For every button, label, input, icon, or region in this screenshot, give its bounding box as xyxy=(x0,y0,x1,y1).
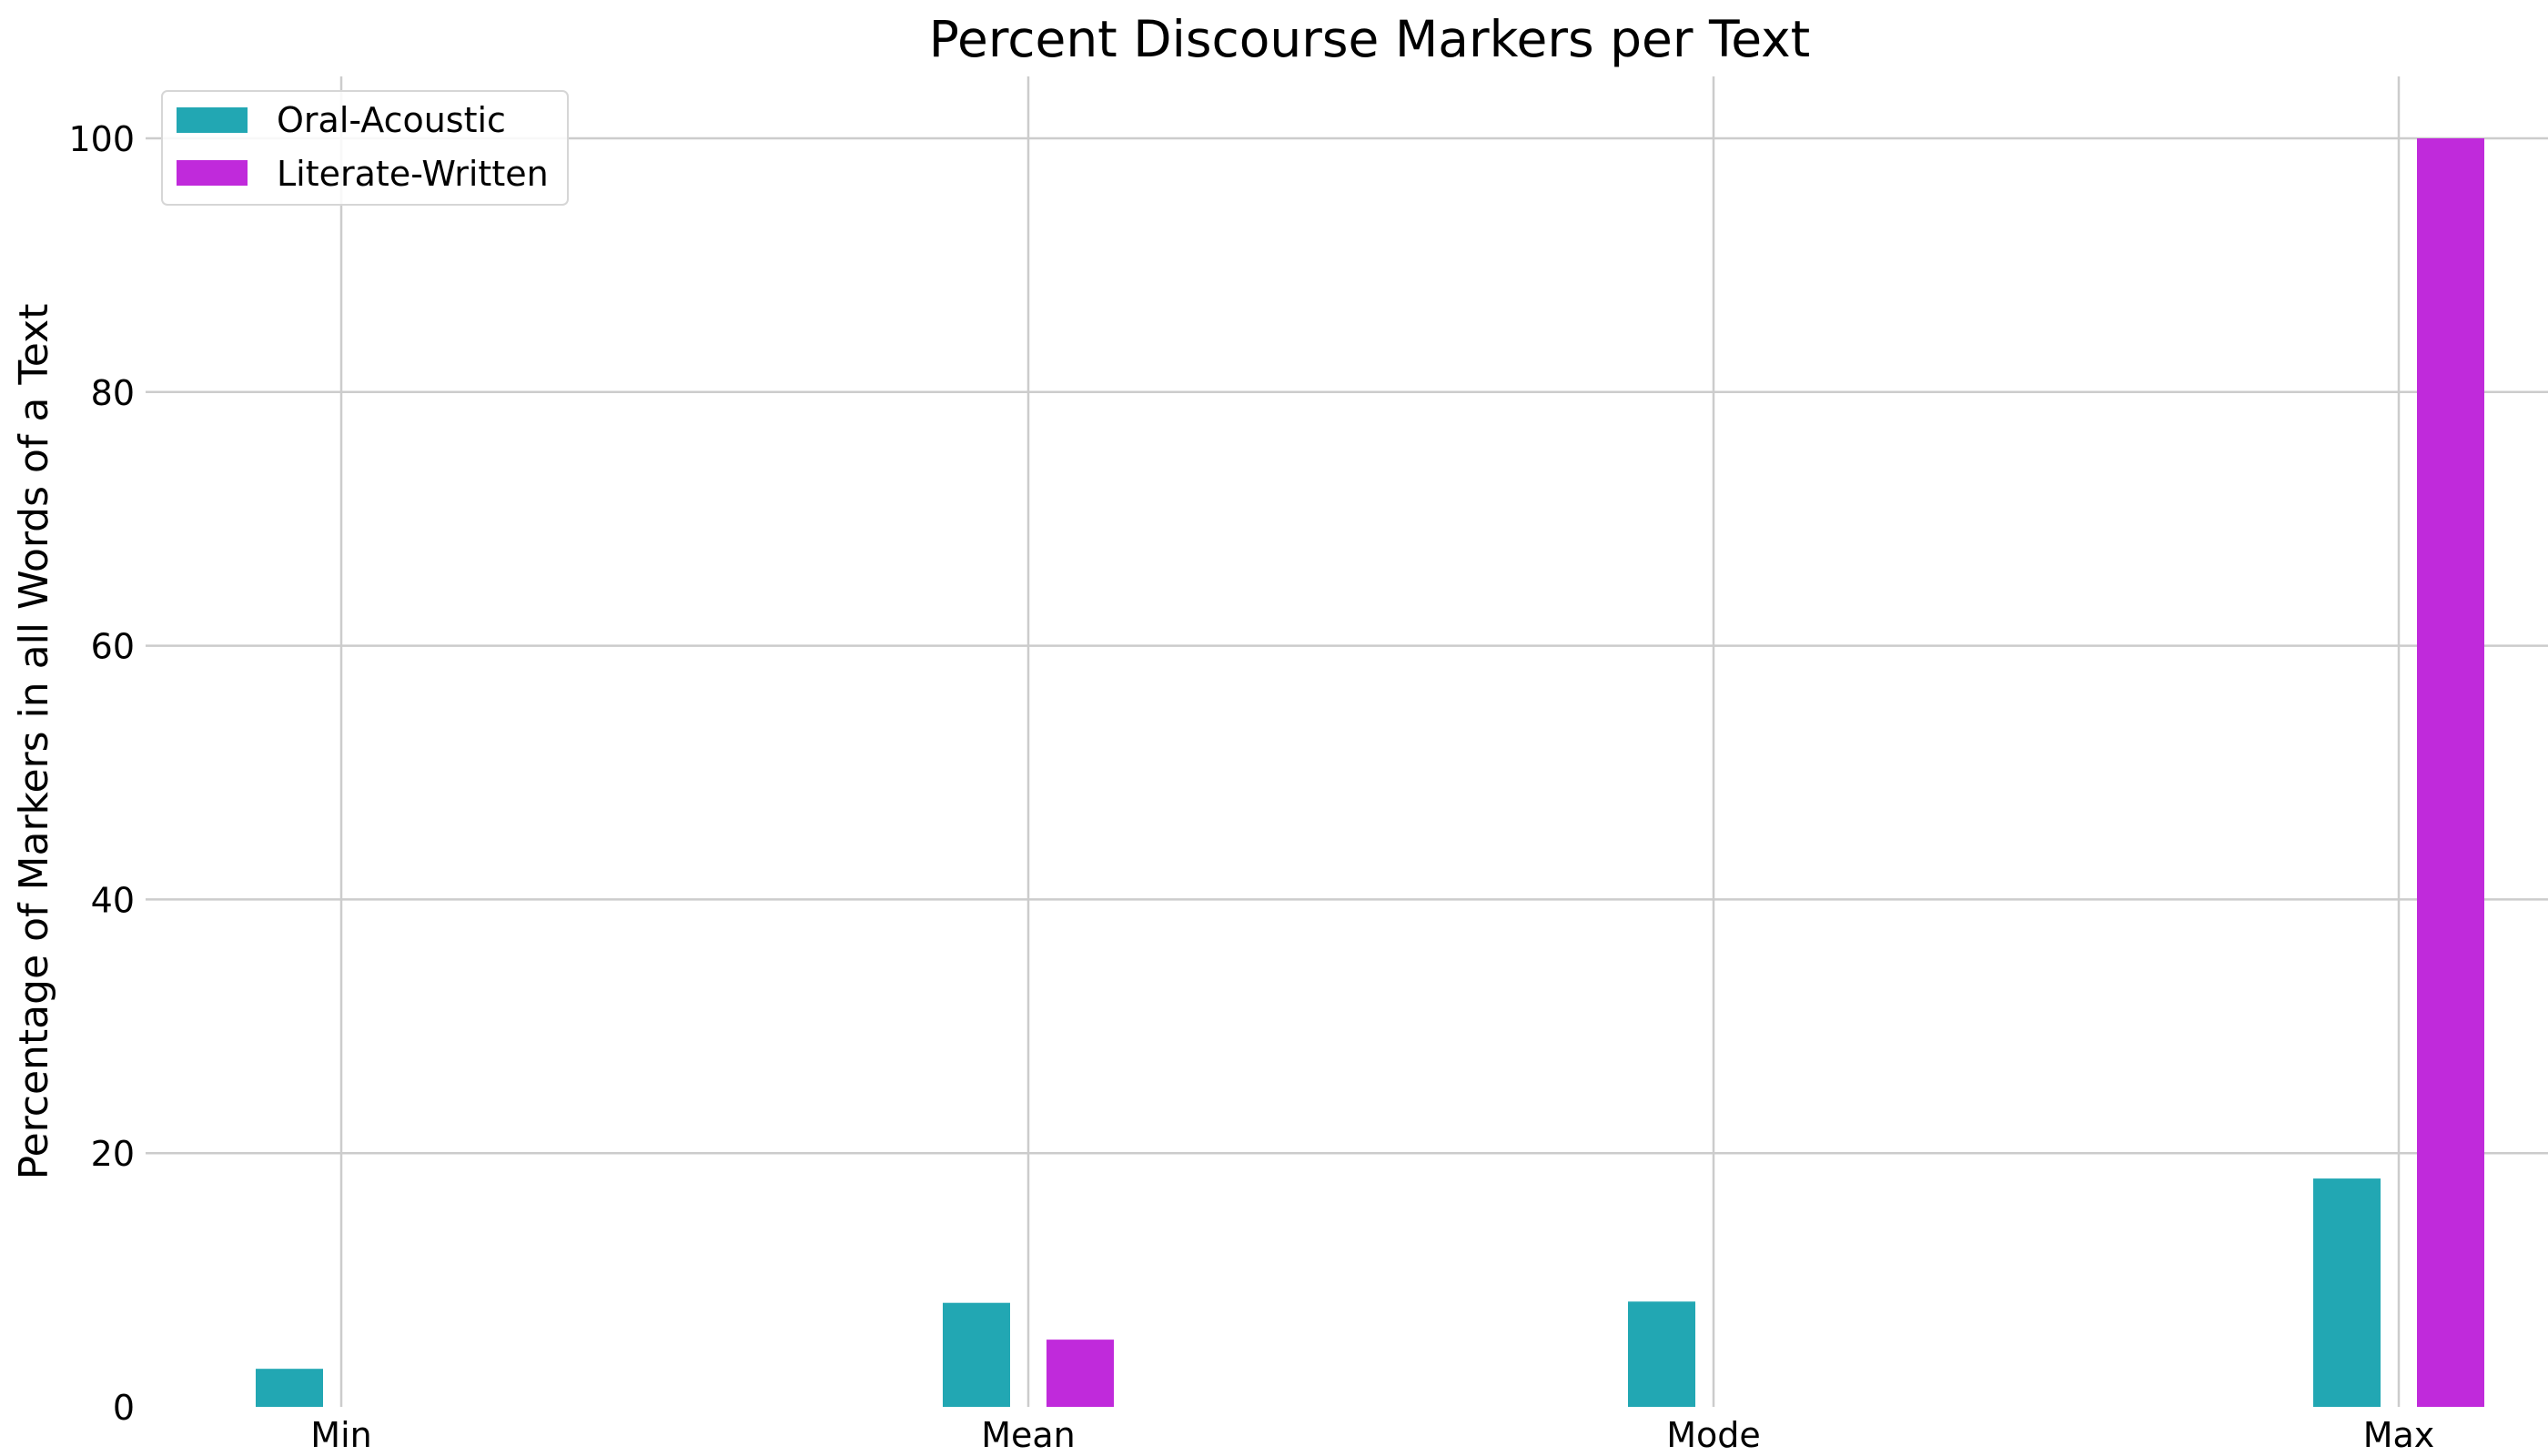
y-tick-label: 20 xyxy=(91,1134,135,1174)
x-tick-label-min: Min xyxy=(310,1415,371,1455)
y-axis-ticks: 0 20 40 60 80 100 xyxy=(68,119,135,1428)
bar-oral-acoustic-max xyxy=(2313,1178,2381,1407)
y-tick-label: 60 xyxy=(91,627,135,667)
x-tick-label-mode: Mode xyxy=(1666,1415,1761,1455)
gridlines xyxy=(146,76,2548,1407)
y-tick-label: 0 xyxy=(113,1388,135,1428)
x-tick-label-max: Max xyxy=(2363,1415,2435,1455)
legend-frame xyxy=(161,90,569,206)
legend-label-literate-written: Literate-Written xyxy=(277,154,549,194)
legend-swatch-oral-acoustic xyxy=(177,107,248,133)
bar-oral-acoustic-min xyxy=(256,1369,323,1407)
bar-literate-written-mean xyxy=(1046,1340,1114,1407)
bars xyxy=(256,138,2484,1407)
chart-title: Percent Discourse Markers per Text xyxy=(929,10,1810,68)
legend-label-oral-acoustic: Oral-Acoustic xyxy=(277,100,506,140)
bar-oral-acoustic-mode xyxy=(1628,1301,1695,1407)
y-tick-label: 40 xyxy=(91,880,135,920)
bar-oral-acoustic-mean xyxy=(943,1302,1010,1407)
legend: Oral-Acoustic Literate-Written xyxy=(161,90,569,206)
bar-literate-written-max xyxy=(2417,138,2484,1407)
y-tick-label: 80 xyxy=(91,373,135,413)
x-tick-label-mean: Mean xyxy=(981,1415,1076,1455)
x-axis-ticks: Min Mean Mode Max xyxy=(310,1415,2434,1455)
y-axis-label: Percentage of Markers in all Words of a … xyxy=(11,304,57,1180)
y-tick-label: 100 xyxy=(68,119,135,159)
legend-swatch-literate-written xyxy=(177,160,248,186)
